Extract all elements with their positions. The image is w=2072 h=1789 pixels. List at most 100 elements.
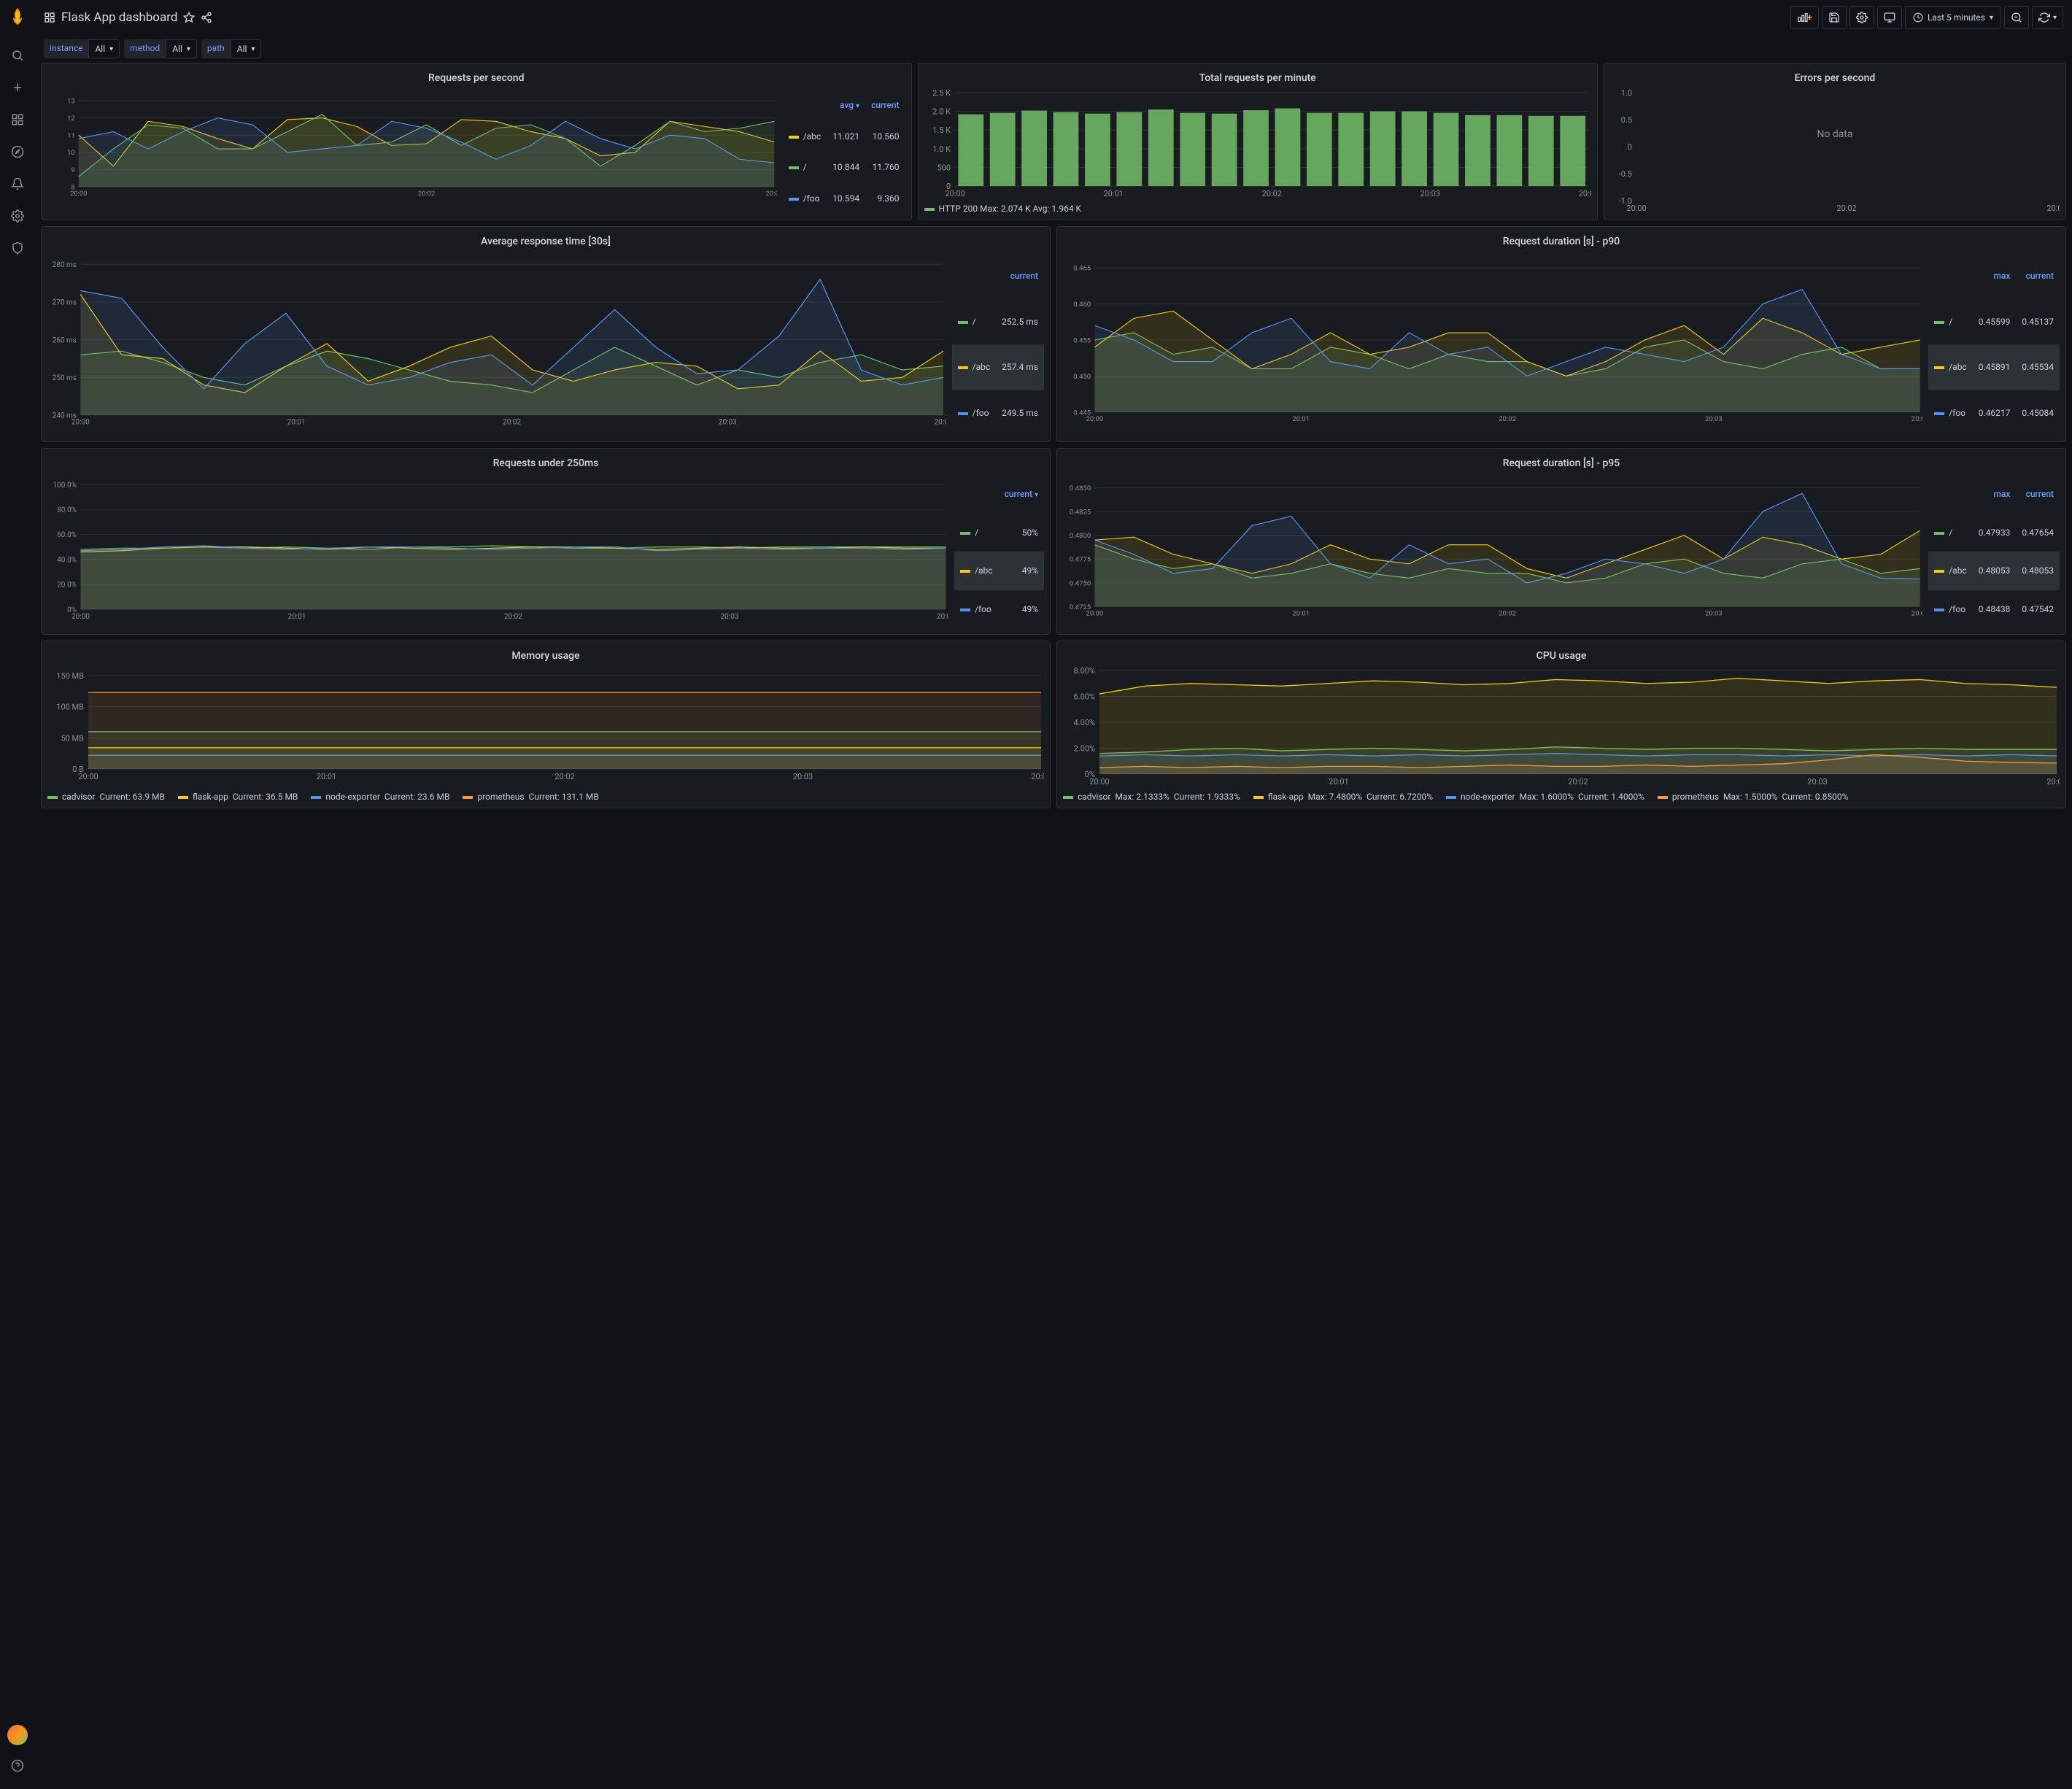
svg-text:20:02: 20:02 — [1261, 189, 1281, 198]
explore-icon[interactable] — [3, 137, 32, 166]
svg-text:20:03: 20:03 — [720, 613, 738, 621]
svg-text:20:04: 20:04 — [2046, 777, 2060, 787]
svg-text:11: 11 — [67, 132, 75, 140]
svg-text:20:02: 20:02 — [1499, 415, 1516, 423]
svg-text:0.455: 0.455 — [1073, 336, 1091, 344]
svg-text:0.4825: 0.4825 — [1070, 509, 1091, 517]
add-panel-button[interactable]: + — [1790, 6, 1819, 29]
chart-rps[interactable]: 891011121320:0020:0220:04 — [47, 90, 777, 206]
plus-icon[interactable] — [3, 73, 32, 102]
svg-text:60.0%: 60.0% — [57, 531, 77, 539]
svg-text:20:04: 20:04 — [1911, 415, 1922, 423]
chart-cpu[interactable]: 0%2.00%4.00%6.00%8.00%20:0020:0120:0220:… — [1063, 668, 2060, 787]
star-icon[interactable] — [183, 12, 195, 23]
svg-text:20:00: 20:00 — [1086, 610, 1104, 618]
sidebar — [0, 0, 35, 1789]
chart-eps[interactable]: -1.0-0.500.51.020:0020:0220:04 — [1610, 90, 2060, 214]
svg-text:6.00%: 6.00% — [1073, 692, 1095, 702]
var-path[interactable]: pathAll▾ — [201, 39, 262, 58]
panel-cpu: CPU usage 0%2.00%4.00%6.00%8.00%20:0020:… — [1056, 641, 2066, 808]
settings-button[interactable] — [1849, 6, 1874, 29]
svg-text:80.0%: 80.0% — [57, 506, 77, 514]
svg-text:-0.5: -0.5 — [1619, 169, 1632, 179]
svg-text:20:02: 20:02 — [418, 190, 435, 198]
refresh-button[interactable]: ▾ — [2032, 6, 2063, 29]
user-avatar[interactable] — [7, 1725, 28, 1745]
search-icon[interactable] — [3, 41, 32, 70]
var-method[interactable]: methodAll▾ — [124, 39, 197, 58]
chart-trpm[interactable]: 05001.0 K1.5 K2.0 K2.5 K20:0020:0120:022… — [924, 90, 1591, 199]
svg-text:20:01: 20:01 — [287, 419, 306, 427]
tv-mode-button[interactable] — [1877, 6, 1902, 29]
svg-text:0.4750: 0.4750 — [1070, 579, 1091, 587]
share-icon[interactable] — [201, 12, 212, 23]
chart-art[interactable]: 240 ms250 ms260 ms270 ms280 ms20:0020:01… — [47, 253, 946, 436]
alerting-icon[interactable] — [3, 169, 32, 198]
svg-text:20:02: 20:02 — [554, 772, 574, 781]
dashboards-icon[interactable] — [3, 105, 32, 134]
svg-text:260 ms: 260 ms — [53, 336, 77, 344]
topbar: Flask App dashboard + Last 5 minutes ▾ ▾ — [35, 0, 2072, 35]
svg-text:500: 500 — [937, 163, 951, 172]
svg-text:100.0%: 100.0% — [53, 482, 77, 490]
zoom-out-button[interactable] — [2004, 6, 2029, 29]
panel-rps: Requests per second 891011121320:0020:02… — [41, 63, 912, 220]
grafana-logo[interactable] — [6, 6, 29, 29]
legend-p95[interactable]: maxcurrent/0.479330.47654/abc0.480530.48… — [1928, 475, 2060, 628]
svg-text:20:04: 20:04 — [935, 419, 946, 427]
svg-text:20:04: 20:04 — [937, 613, 948, 621]
panel-p95: Request duration [s] - p95 0.47250.47500… — [1056, 448, 2066, 635]
main: Flask App dashboard + Last 5 minutes ▾ ▾… — [35, 0, 2072, 1789]
breadcrumb: Flask App dashboard — [44, 10, 212, 25]
svg-text:0.4775: 0.4775 — [1070, 556, 1091, 564]
svg-text:20:04: 20:04 — [1031, 772, 1044, 781]
svg-text:20:03: 20:03 — [793, 772, 813, 781]
svg-text:20:04: 20:04 — [2046, 204, 2060, 213]
svg-text:20:00: 20:00 — [70, 190, 87, 198]
panel-u250: Requests under 250ms 0%20.0%40.0%60.0%80… — [41, 448, 1051, 635]
svg-text:20:00: 20:00 — [78, 772, 98, 781]
svg-text:20:03: 20:03 — [719, 419, 737, 427]
svg-text:20:00: 20:00 — [945, 189, 965, 198]
svg-text:20:01: 20:01 — [317, 772, 336, 781]
svg-text:20:03: 20:03 — [1807, 777, 1827, 787]
svg-text:40.0%: 40.0% — [57, 556, 77, 564]
svg-text:20:02: 20:02 — [504, 613, 522, 621]
help-icon[interactable] — [3, 1751, 32, 1780]
panel-trpm: Total requests per minute 05001.0 K1.5 K… — [918, 63, 1598, 220]
shield-icon[interactable] — [3, 233, 32, 263]
svg-text:280 ms: 280 ms — [53, 261, 77, 269]
svg-text:20:03: 20:03 — [1705, 415, 1723, 423]
config-icon[interactable] — [3, 201, 32, 231]
svg-text:1.0 K: 1.0 K — [932, 144, 951, 154]
svg-text:20:02: 20:02 — [1568, 777, 1588, 787]
svg-text:2.0 K: 2.0 K — [932, 107, 951, 117]
legend-u250[interactable]: current ▾/50%/abc49%/foo49% — [954, 475, 1044, 628]
svg-text:12: 12 — [67, 115, 75, 123]
svg-text:20:00: 20:00 — [1626, 204, 1646, 213]
chart-p95[interactable]: 0.47250.47500.47750.48000.48250.485020:0… — [1063, 475, 1922, 628]
svg-text:100 MB: 100 MB — [56, 703, 84, 712]
panel-eps: Errors per second -1.0-0.500.51.020:0020… — [1604, 63, 2066, 220]
svg-text:13: 13 — [67, 97, 75, 105]
svg-text:4.00%: 4.00% — [1073, 718, 1095, 727]
var-instance[interactable]: instanceAll▾ — [44, 39, 120, 58]
svg-text:20:03: 20:03 — [1420, 189, 1439, 198]
time-picker[interactable]: Last 5 minutes ▾ — [1905, 6, 2001, 29]
svg-text:20:01: 20:01 — [288, 613, 306, 621]
chart-p90[interactable]: 0.4450.4500.4550.4600.46520:0020:0120:02… — [1063, 253, 1922, 436]
svg-text:20:00: 20:00 — [1086, 415, 1104, 423]
chart-mem[interactable]: 0 B50 MB100 MB150 MB20:0020:0120:0220:03… — [47, 668, 1044, 787]
svg-text:20.0%: 20.0% — [57, 581, 77, 590]
svg-text:1.5 K: 1.5 K — [932, 125, 951, 135]
svg-text:50 MB: 50 MB — [61, 733, 84, 743]
save-button[interactable] — [1822, 6, 1847, 29]
svg-text:9: 9 — [71, 166, 74, 174]
svg-text:20:02: 20:02 — [1499, 610, 1516, 618]
legend-p90[interactable]: maxcurrent/0.455990.45137/abc0.458910.45… — [1928, 253, 2060, 436]
legend-art[interactable]: current/252.5 ms/abc257.4 ms/foo249.5 ms — [952, 253, 1044, 436]
svg-text:20:01: 20:01 — [1292, 610, 1310, 618]
chart-u250[interactable]: 0%20.0%40.0%60.0%80.0%100.0%20:0020:0120… — [47, 475, 948, 628]
svg-text:0.4850: 0.4850 — [1070, 484, 1091, 492]
legend-rps[interactable]: avg ▾current/abc11.02110.560/10.84411.76… — [783, 90, 905, 214]
